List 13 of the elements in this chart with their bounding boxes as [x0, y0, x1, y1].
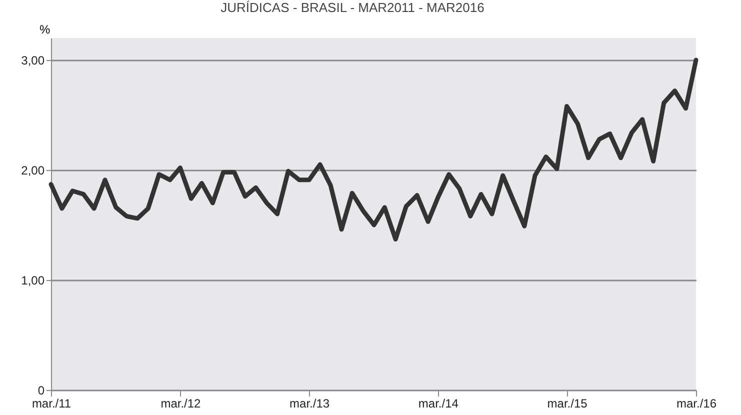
x-tick-label: mar./13 [290, 396, 330, 410]
line-series [48, 58, 698, 242]
y-tick-label: 2,00 [21, 164, 45, 178]
y-axis-title: % [40, 22, 50, 36]
y-tick-label: 1,00 [21, 274, 45, 288]
x-tick-label: mar./12 [160, 396, 202, 410]
x-tick-label: mar./15 [547, 396, 588, 410]
x-tick-label: mar./11 [32, 396, 72, 410]
chart-title: JURÍDICAS - BRASIL - MAR2011 - MAR2016 [220, 0, 484, 15]
x-tick-label: mar./16 [676, 396, 717, 410]
y-tick-label: 0 [38, 384, 45, 398]
x-tick-label: mar./14 [418, 396, 459, 410]
y-tick-label: 3,00 [21, 54, 45, 68]
